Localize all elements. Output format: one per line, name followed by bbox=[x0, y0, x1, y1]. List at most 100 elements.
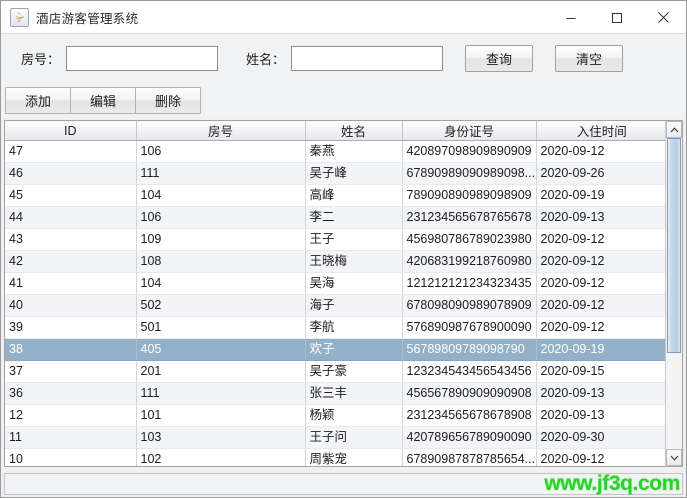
cell-room: 106 bbox=[136, 140, 306, 163]
guest-table-panel: ID 房号 姓名 身份证号 入住时间 47 106 秦燕 42089709890989… bbox=[4, 120, 683, 467]
cell-id: 43 bbox=[5, 228, 137, 251]
cell-id: 37 bbox=[5, 360, 137, 383]
scroll-up-button[interactable] bbox=[666, 121, 682, 138]
minimize-icon bbox=[566, 17, 576, 19]
cell-idno: 231234565678765678 bbox=[402, 206, 537, 229]
cell-idno: 678098090989078909 bbox=[402, 294, 537, 317]
clear-button[interactable]: 清空 bbox=[555, 44, 624, 72]
table-row[interactable]: 12 101 杨颖 231234565678678908 2020-09-13 bbox=[5, 404, 665, 427]
cell-id: 47 bbox=[5, 140, 137, 163]
cell-room: 201 bbox=[136, 360, 306, 383]
cell-room: 111 bbox=[136, 162, 306, 185]
table-row[interactable]: 46 111 吴子峰 67890989090989098... 2020-09-26 bbox=[5, 162, 665, 185]
cell-idno: 420789656789090090 bbox=[402, 426, 537, 449]
table-row[interactable]: 40 502 海子 678098090989078909 2020-09-12 bbox=[5, 294, 665, 317]
room-label: 房号： bbox=[21, 51, 61, 67]
minimize-button[interactable] bbox=[548, 1, 594, 34]
table-row[interactable]: 42 108 王晓梅 420683199218760980 2020-09-12 bbox=[5, 250, 665, 273]
cell-id: 10 bbox=[5, 448, 137, 466]
table-row[interactable]: 36 111 张三丰 456567890909090908 2020-09-13 bbox=[5, 382, 665, 405]
cell-date: 2020-09-19 bbox=[536, 338, 665, 361]
add-button[interactable]: 添加 bbox=[5, 86, 71, 114]
table-row[interactable]: 10 102 周紫宠 67890987878785654... 2020-09-12 bbox=[5, 448, 665, 466]
status-strip bbox=[4, 473, 683, 495]
cell-date: 2020-09-12 bbox=[536, 140, 665, 163]
table-row[interactable]: 11 103 王子问 420789656789090090 2020-09-30 bbox=[5, 426, 665, 449]
cell-name: 秦燕 bbox=[305, 140, 403, 163]
column-header-id[interactable]: ID bbox=[5, 121, 137, 141]
cell-name: 周紫宠 bbox=[305, 448, 403, 466]
column-header-room[interactable]: 房号 bbox=[136, 121, 306, 141]
cell-name: 海子 bbox=[305, 294, 403, 317]
cell-date: 2020-09-13 bbox=[536, 382, 665, 405]
table-row[interactable]: 45 104 高峰 789090890989098909 2020-09-19 bbox=[5, 184, 665, 207]
edit-button[interactable]: 编辑 bbox=[70, 86, 136, 114]
action-toolbar: 添加 编辑 删除 bbox=[1, 82, 686, 118]
cell-id: 45 bbox=[5, 184, 137, 207]
table-row[interactable]: 41 104 吴海 121212121234323435 2020-09-12 bbox=[5, 272, 665, 295]
guest-name-input[interactable] bbox=[291, 45, 444, 71]
vertical-scrollbar[interactable] bbox=[665, 121, 682, 466]
cell-idno: 121212121234323435 bbox=[402, 272, 537, 295]
title-bar-left: 酒店游客管理系统 bbox=[1, 7, 138, 27]
cell-idno: 67890987878785654... bbox=[402, 448, 537, 466]
cell-date: 2020-09-13 bbox=[536, 206, 665, 229]
java-coffee-cup-icon bbox=[10, 7, 29, 27]
cell-date: 2020-09-12 bbox=[536, 448, 665, 466]
cell-name: 李二 bbox=[305, 206, 403, 229]
room-field-group: 房号： bbox=[21, 45, 219, 71]
delete-button[interactable]: 删除 bbox=[135, 86, 201, 114]
cell-room: 109 bbox=[136, 228, 306, 251]
cell-id: 46 bbox=[5, 162, 137, 185]
scroll-down-button[interactable] bbox=[666, 449, 682, 466]
table-row[interactable]: 44 106 李二 231234565678765678 2020-09-13 bbox=[5, 206, 665, 229]
room-number-input[interactable] bbox=[66, 45, 219, 71]
column-header-name[interactable]: 姓名 bbox=[305, 121, 403, 141]
cell-room: 103 bbox=[136, 426, 306, 449]
table-row[interactable]: 37 201 吴子豪 123234543456543456 2020-09-15 bbox=[5, 360, 665, 383]
table-row[interactable]: 39 501 李航 576890987678900090 2020-09-12 bbox=[5, 316, 665, 339]
cell-room: 111 bbox=[136, 382, 306, 405]
cell-id: 12 bbox=[5, 404, 137, 427]
cell-room: 106 bbox=[136, 206, 306, 229]
column-header-idno[interactable]: 身份证号 bbox=[402, 121, 537, 141]
maximize-button[interactable] bbox=[594, 1, 640, 34]
table-row[interactable]: 43 109 王子 456980786789023980 2020-09-12 bbox=[5, 228, 665, 251]
cell-name: 吴子豪 bbox=[305, 360, 403, 383]
cell-date: 2020-09-12 bbox=[536, 294, 665, 317]
chevron-down-icon bbox=[670, 455, 678, 461]
cell-date: 2020-09-19 bbox=[536, 184, 665, 207]
cell-date: 2020-09-12 bbox=[536, 250, 665, 273]
cell-idno: 576890987678900090 bbox=[402, 316, 537, 339]
cell-room: 104 bbox=[136, 272, 306, 295]
cell-room: 104 bbox=[136, 184, 306, 207]
name-field-group: 姓名： bbox=[246, 45, 444, 71]
scrollbar-track[interactable] bbox=[666, 138, 682, 449]
cell-date: 2020-09-26 bbox=[536, 162, 665, 185]
cell-name: 王晓梅 bbox=[305, 250, 403, 273]
cell-room: 108 bbox=[136, 250, 306, 273]
table-row[interactable]: 38 405 欢子 56789809789098790 2020-09-19 bbox=[5, 338, 665, 361]
cell-id: 44 bbox=[5, 206, 137, 229]
cell-room: 102 bbox=[136, 448, 306, 466]
cell-date: 2020-09-12 bbox=[536, 228, 665, 251]
cell-name: 杨颖 bbox=[305, 404, 403, 427]
maximize-icon bbox=[612, 12, 622, 23]
cell-idno: 456980786789023980 bbox=[402, 228, 537, 251]
cell-date: 2020-09-12 bbox=[536, 316, 665, 339]
cell-date: 2020-09-15 bbox=[536, 360, 665, 383]
scrollbar-thumb[interactable] bbox=[667, 138, 681, 353]
filter-bar: 房号： 姓名： 查询 清空 bbox=[1, 34, 686, 82]
cell-name: 高峰 bbox=[305, 184, 403, 207]
cell-idno: 67890989090989098... bbox=[402, 162, 537, 185]
cell-name: 李航 bbox=[305, 316, 403, 339]
cell-name: 欢子 bbox=[305, 338, 403, 361]
column-header-date[interactable]: 入住时间 bbox=[536, 121, 665, 141]
table-row[interactable]: 47 106 秦燕 420897098909890909 2020-09-12 bbox=[5, 140, 665, 163]
query-button[interactable]: 查询 bbox=[465, 44, 534, 72]
cell-room: 405 bbox=[136, 338, 306, 361]
close-button[interactable] bbox=[640, 1, 686, 34]
cell-date: 2020-09-12 bbox=[536, 272, 665, 295]
table-header: ID 房号 姓名 身份证号 入住时间 bbox=[5, 121, 665, 141]
